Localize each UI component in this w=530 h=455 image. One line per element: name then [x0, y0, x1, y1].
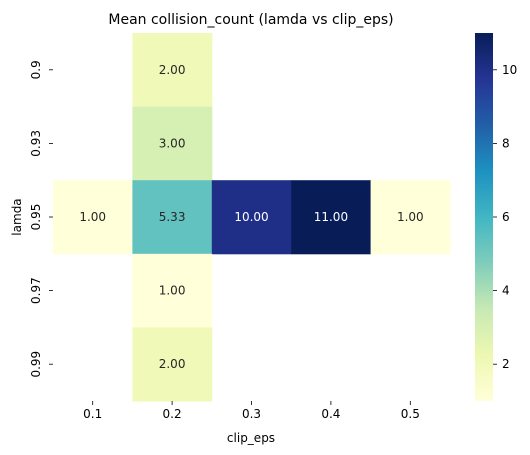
heatmap-cell [132, 33, 213, 108]
heatmap-cell [132, 180, 213, 255]
y-tick-label: 0.93 [29, 130, 43, 157]
y-axis-label: lamda [10, 198, 24, 235]
cell-label: 1.00 [159, 284, 186, 298]
y-tick-label: 0.99 [29, 351, 43, 378]
colorbar-tick-label: 4 [502, 284, 510, 298]
x-tick-label: 0.2 [163, 407, 182, 421]
colorbar-tick-label: 6 [502, 210, 510, 224]
cell-label: 2.00 [159, 357, 186, 371]
y-tick-label: 0.97 [29, 277, 43, 304]
cell-label: 1.00 [397, 210, 424, 224]
cell-label: 1.00 [79, 210, 106, 224]
cell-label: 3.00 [159, 136, 186, 150]
colorbar-tick-label: 8 [502, 136, 510, 150]
x-tick-label: 0.4 [321, 407, 340, 421]
colorbar-tick-label: 2 [502, 357, 510, 371]
x-axis-ticks: 0.1 0.2 0.3 0.4 0.5 [83, 401, 420, 421]
heatmap-cell [211, 180, 292, 255]
heatmap-cell [132, 106, 213, 181]
colorbar-tick-label: 10 [502, 63, 517, 77]
cell-label: 11.00 [314, 210, 348, 224]
heatmap-cell [291, 180, 372, 255]
heatmap-cell [370, 180, 451, 255]
y-tick-label: 0.95 [29, 204, 43, 231]
colorbar [475, 33, 493, 401]
x-tick-label: 0.5 [401, 407, 420, 421]
colorbar-ticks: 2 4 6 8 10 [493, 63, 517, 371]
heatmap-cell [53, 180, 133, 255]
cell-label: 5.33 [159, 210, 186, 224]
x-tick-label: 0.3 [242, 407, 261, 421]
cell-label: 2.00 [159, 63, 186, 77]
heatmap-cells [53, 33, 451, 402]
y-axis-ticks: 0.9 0.93 0.95 0.97 0.99 [29, 60, 53, 378]
heatmap-cell-labels: 2.00 3.00 1.00 5.33 10.00 11.00 1.00 1.00 2.00 [79, 63, 423, 371]
heatmap-cell [132, 327, 213, 402]
y-tick-label: 0.9 [29, 60, 43, 79]
heatmap-cell [132, 253, 213, 328]
cell-label: 10.00 [234, 210, 268, 224]
x-tick-label: 0.1 [83, 407, 102, 421]
x-axis-label: clip_eps [227, 431, 275, 445]
chart-title: Mean collision_count (lamda vs clip_eps) [108, 12, 393, 28]
